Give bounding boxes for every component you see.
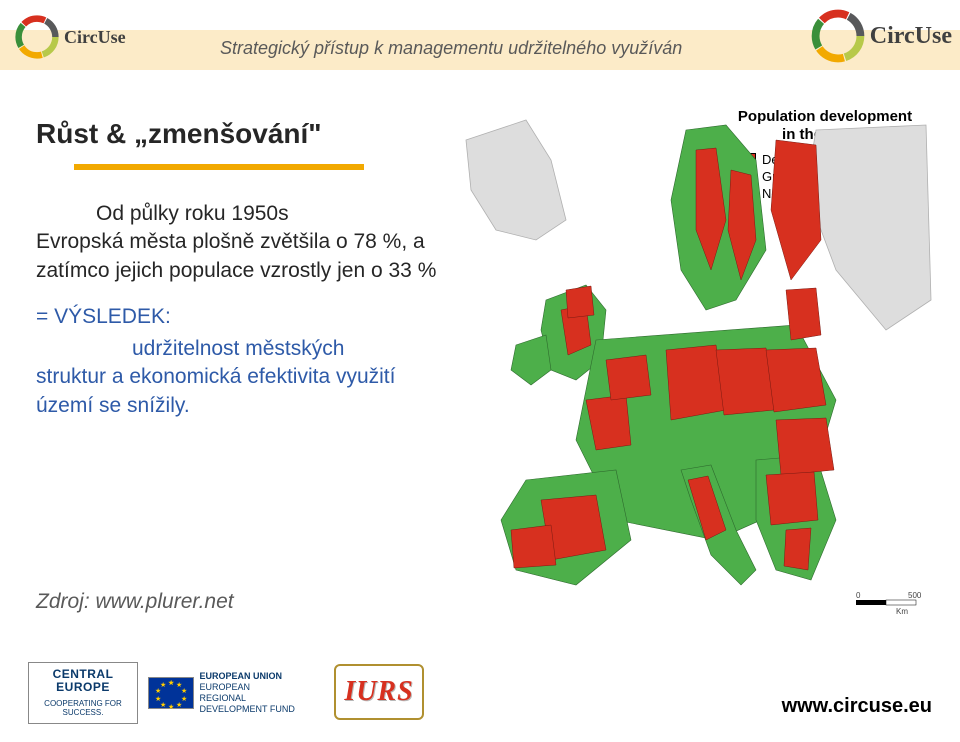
badge-eu: EUROPEAN UNION EUROPEAN REGIONAL DEVELOP… — [148, 662, 298, 724]
brand-text-left: CircUse — [64, 27, 126, 48]
logo-circuse-right: CircUse — [810, 8, 952, 64]
map-europe: 0 500 Km — [456, 100, 936, 620]
body-paragraph: Od půlky roku 1950s Evropská města plošn… — [36, 200, 446, 285]
circuse-ring-icon — [810, 8, 866, 64]
header: CircUse Strategický přístup k management… — [0, 0, 960, 96]
main-content: Růst & „zmenšování" Od půlky roku 1950s … — [36, 118, 446, 420]
circuse-ring-icon — [14, 14, 60, 60]
logo-circuse-left: CircUse — [14, 14, 126, 60]
iurs-text: IURS — [344, 676, 413, 708]
result-text: udržitelnost městských struktur a ekonom… — [36, 335, 446, 420]
result-label: = VÝSLEDEK: — [36, 305, 446, 329]
heading-underline — [74, 164, 364, 170]
footer-url: www.circuse.eu — [782, 695, 932, 718]
badge-iurs: IURS — [334, 664, 424, 720]
badge-ce-line1: CENTRAL EUROPE — [29, 668, 137, 694]
slide-heading: Růst & „zmenšování" — [36, 118, 446, 150]
footer-badges: CENTRAL EUROPE COOPERATING FOR SUCCESS. … — [28, 662, 298, 724]
para-line1: Od půlky roku 1950s — [96, 200, 446, 228]
page-subtitle: Strategický přístup k managementu udržit… — [220, 38, 682, 59]
eu-flag-icon — [148, 677, 194, 709]
eu-line2: EUROPEAN REGIONAL — [200, 682, 298, 704]
svg-text:0: 0 — [856, 591, 861, 600]
brand-text-right: CircUse — [870, 23, 952, 50]
source-citation: Zdroj: www.plurer.net — [36, 590, 234, 614]
svg-text:500: 500 — [908, 591, 922, 600]
badge-central-europe: CENTRAL EUROPE COOPERATING FOR SUCCESS. — [28, 662, 138, 724]
badge-ce-line2: COOPERATING FOR SUCCESS. — [29, 700, 137, 718]
svg-text:Km: Km — [896, 607, 908, 616]
eu-line1: EUROPEAN UNION — [200, 671, 298, 682]
eu-line3: DEVELOPMENT FUND — [200, 704, 298, 715]
result-line1: udržitelnost městských — [132, 335, 446, 363]
badge-eu-text: EUROPEAN UNION EUROPEAN REGIONAL DEVELOP… — [200, 671, 298, 714]
para-rest: Evropská města plošně zvětšila o 78 %, a… — [36, 230, 436, 281]
result-rest: struktur a ekonomická efektivita využití… — [36, 365, 395, 416]
footer: CENTRAL EUROPE COOPERATING FOR SUCCESS. … — [0, 652, 960, 742]
